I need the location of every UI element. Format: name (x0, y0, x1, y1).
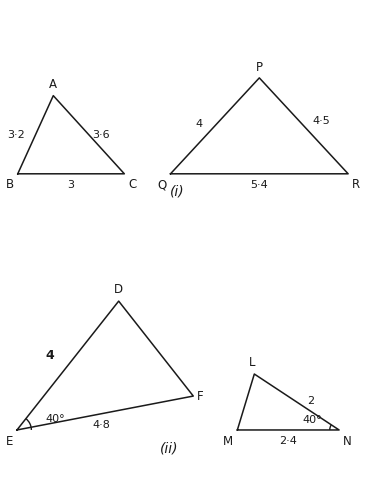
Text: 2: 2 (307, 396, 314, 406)
Text: P: P (256, 60, 263, 74)
Text: R: R (352, 178, 360, 191)
Text: A: A (49, 78, 57, 91)
Text: 40°: 40° (46, 414, 65, 424)
Text: F: F (197, 390, 204, 403)
Text: (i): (i) (170, 184, 185, 198)
Text: 4·5: 4·5 (313, 116, 330, 125)
Text: N: N (343, 435, 352, 448)
Text: 2·4: 2·4 (279, 436, 297, 446)
Text: 4·8: 4·8 (93, 421, 111, 430)
Text: M: M (223, 435, 233, 448)
Text: D: D (114, 283, 123, 296)
Text: 3: 3 (68, 180, 75, 190)
Text: 3·2: 3·2 (7, 130, 25, 140)
Text: Q: Q (158, 178, 167, 191)
Text: C: C (128, 178, 136, 191)
Text: 5·4: 5·4 (250, 180, 268, 190)
Text: 4: 4 (195, 119, 203, 129)
Text: (ii): (ii) (160, 441, 179, 455)
Text: 3·6: 3·6 (93, 130, 110, 140)
Text: B: B (6, 178, 14, 191)
Text: 40°: 40° (303, 415, 322, 425)
Text: E: E (6, 435, 13, 448)
Text: 4: 4 (46, 349, 54, 362)
Text: L: L (250, 356, 256, 369)
